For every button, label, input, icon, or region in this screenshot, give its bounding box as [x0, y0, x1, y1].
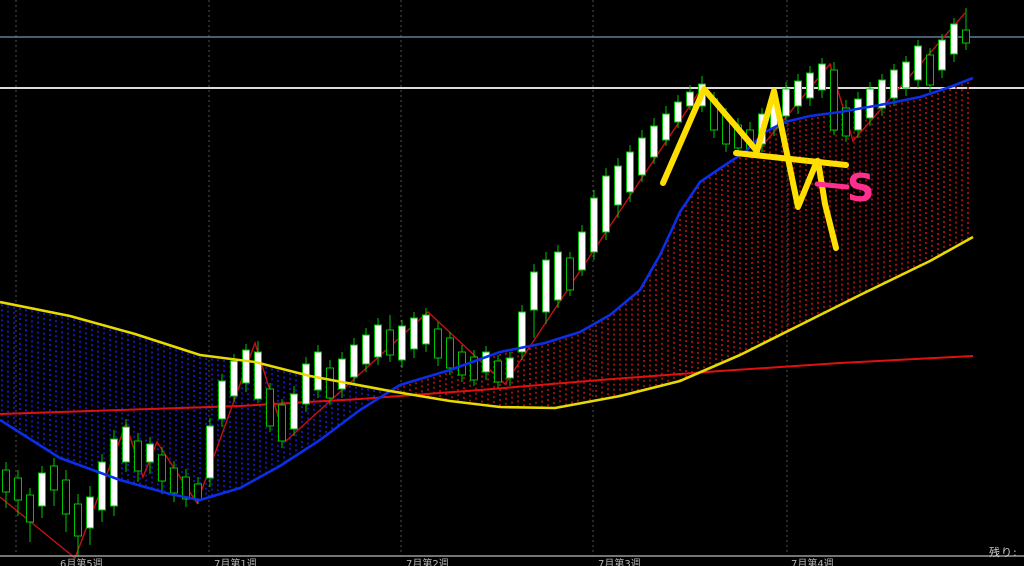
candle — [26, 488, 34, 542]
candle — [206, 418, 214, 487]
blue-moving-average — [0, 76, 974, 502]
candle — [482, 346, 490, 380]
candle — [326, 360, 334, 405]
candle — [530, 264, 538, 338]
candle — [950, 18, 958, 62]
candle — [110, 430, 118, 516]
candle — [14, 470, 22, 516]
candle — [362, 328, 370, 372]
candle — [398, 320, 406, 368]
candle — [650, 118, 658, 164]
candle — [374, 318, 382, 365]
candle — [50, 458, 58, 506]
candle — [938, 34, 946, 78]
candle — [314, 345, 322, 398]
candle — [350, 338, 358, 385]
candle — [254, 341, 262, 403]
red-moving-average — [0, 355, 974, 415]
candle — [518, 305, 526, 360]
candle — [914, 40, 922, 88]
x-axis-week-label: 7月第1週 — [214, 557, 257, 566]
candle — [626, 145, 634, 202]
candle — [74, 494, 82, 557]
candle — [866, 82, 874, 126]
candle — [878, 74, 886, 116]
candle — [542, 252, 550, 324]
candle — [806, 66, 814, 106]
time-remaining-label: 残り: — [989, 546, 1018, 559]
candle — [278, 399, 286, 448]
candle — [338, 352, 346, 398]
annotation-pink-dash — [814, 181, 850, 190]
candle — [554, 245, 562, 308]
candle — [122, 419, 130, 472]
candle — [782, 82, 790, 124]
candle — [506, 352, 514, 386]
candle — [638, 130, 646, 182]
candle — [686, 85, 694, 110]
candle — [614, 158, 622, 218]
horizontal-level-lines — [0, 36, 1024, 89]
candles-layer — [2, 8, 970, 557]
candle — [266, 383, 274, 432]
candle — [422, 308, 430, 352]
candle — [674, 95, 682, 128]
x-axis-labels: 6月第5週 7月第1週 7月第2週 7月第3週 7月第4週 — [60, 557, 834, 566]
annotation-tail — [815, 158, 839, 251]
candle — [98, 454, 106, 522]
candle — [86, 486, 94, 545]
candle — [218, 374, 226, 427]
candle — [182, 469, 190, 507]
candle — [158, 447, 166, 494]
candle — [470, 350, 478, 386]
candle — [386, 315, 394, 362]
candle — [602, 168, 610, 240]
x-axis-week-label: 7月第2週 — [406, 557, 449, 566]
x-axis-week-label: 7月第4週 — [791, 557, 834, 566]
candle — [410, 312, 418, 358]
candle — [590, 190, 598, 260]
candle — [818, 58, 826, 98]
candle — [302, 357, 310, 412]
candle — [830, 62, 838, 135]
candle — [2, 462, 10, 508]
candle — [230, 354, 238, 402]
x-axis-week-label: 7月第3週 — [598, 557, 641, 566]
candle — [854, 92, 862, 138]
x-axis-week-label: 6月第5週 — [60, 557, 103, 566]
candle — [62, 470, 70, 532]
annotation-neckline — [733, 150, 849, 168]
candle — [134, 433, 142, 482]
candle — [926, 48, 934, 92]
candle — [662, 106, 670, 146]
candle — [242, 344, 250, 392]
candle — [446, 332, 454, 375]
candle — [842, 100, 850, 142]
candle — [890, 64, 898, 106]
yellow-moving-average — [0, 235, 974, 410]
annotation-n-pattern — [660, 86, 820, 210]
candle — [38, 466, 46, 518]
hand-drawn-annotations: S — [660, 86, 874, 251]
candle — [434, 322, 442, 366]
candle — [962, 8, 970, 50]
candle — [494, 355, 502, 388]
candle — [146, 437, 154, 474]
candle — [578, 225, 586, 276]
candle — [290, 386, 298, 436]
candle — [566, 252, 574, 296]
candle — [902, 56, 910, 96]
annotation-s-label: S — [847, 166, 874, 210]
candle — [794, 74, 802, 114]
